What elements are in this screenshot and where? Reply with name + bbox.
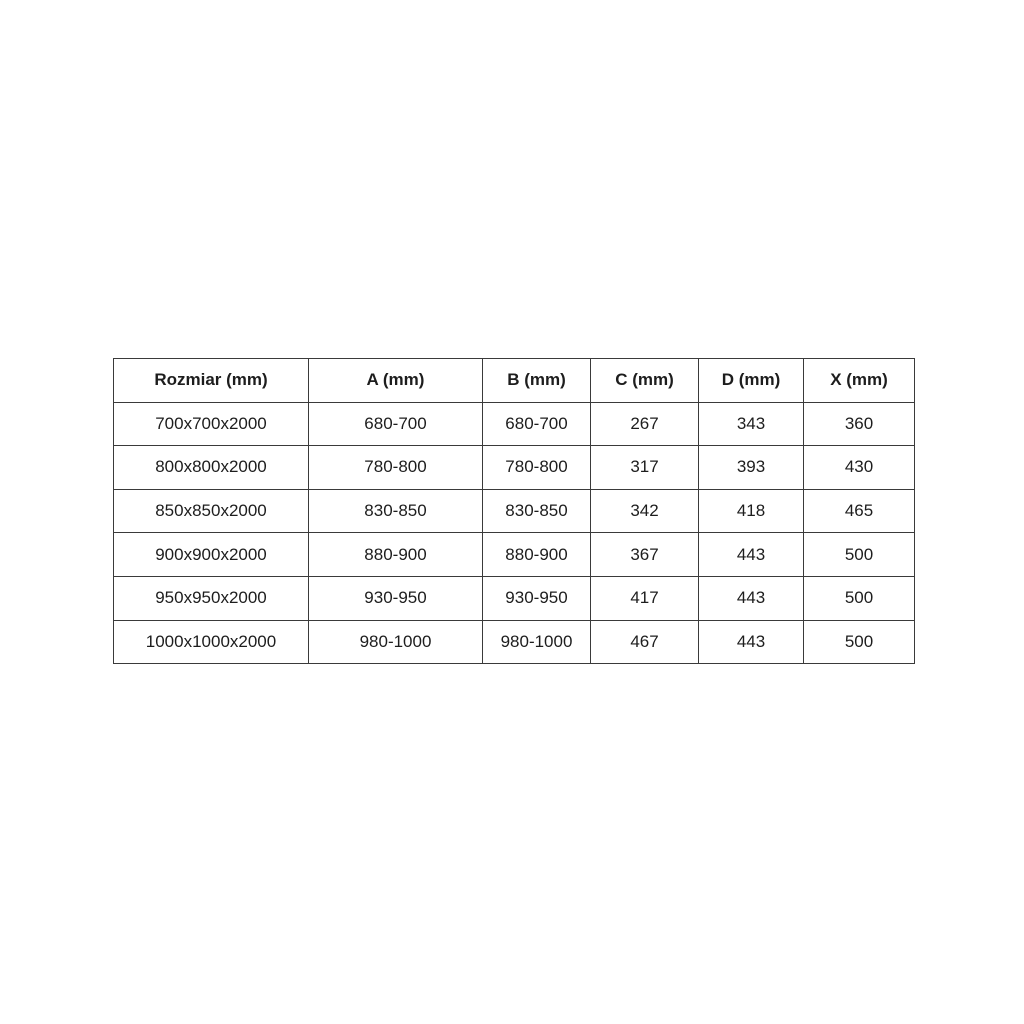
- value-cell: 880-900: [482, 532, 591, 577]
- value-cell: 418: [698, 488, 804, 534]
- value-cell: 417: [590, 575, 699, 621]
- size-cell: 1000x1000x2000: [113, 619, 309, 665]
- value-cell: 443: [698, 619, 804, 665]
- value-cell: 467: [590, 619, 699, 665]
- size-cell: 950x950x2000: [113, 575, 309, 621]
- value-cell: 443: [698, 532, 804, 577]
- size-cell: 800x800x2000: [113, 445, 309, 490]
- value-cell: 443: [698, 575, 804, 621]
- value-cell: 393: [698, 445, 804, 490]
- value-cell: 980-1000: [482, 619, 591, 665]
- value-cell: 267: [590, 401, 699, 447]
- table-row: 850x850x2000 830-850 830-850 342 418 465: [113, 488, 915, 534]
- value-cell: 317: [590, 445, 699, 490]
- value-cell: 980-1000: [308, 619, 483, 665]
- value-cell: 465: [803, 488, 915, 534]
- value-cell: 930-950: [308, 575, 483, 621]
- value-cell: 343: [698, 401, 804, 447]
- value-cell: 680-700: [482, 401, 591, 447]
- dimensions-spec-table: Rozmiar (mm) A (mm) B (mm) C (mm) D (mm) X (m…: [113, 358, 915, 665]
- size-cell: 850x850x2000: [113, 488, 309, 534]
- value-cell: 500: [803, 575, 915, 621]
- value-cell: 342: [590, 488, 699, 534]
- value-cell: 500: [803, 619, 915, 665]
- column-header: B (mm): [482, 358, 591, 403]
- column-header: A (mm): [308, 358, 483, 403]
- column-header: D (mm): [698, 358, 804, 403]
- column-header: Rozmiar (mm): [113, 358, 309, 403]
- table-row: 900x900x2000 880-900 880-900 367 443 500: [113, 532, 915, 577]
- size-cell: 700x700x2000: [113, 401, 309, 447]
- value-cell: 430: [803, 445, 915, 490]
- value-cell: 930-950: [482, 575, 591, 621]
- value-cell: 830-850: [482, 488, 591, 534]
- value-cell: 680-700: [308, 401, 483, 447]
- column-header: C (mm): [590, 358, 699, 403]
- value-cell: 830-850: [308, 488, 483, 534]
- table-row: 1000x1000x2000 980-1000 980-1000 467 443 500: [113, 619, 915, 665]
- value-cell: 367: [590, 532, 699, 577]
- table-row: 950x950x2000 930-950 930-950 417 443 500: [113, 575, 915, 621]
- table-row: 700x700x2000 680-700 680-700 267 343 360: [113, 401, 915, 447]
- column-header: X (mm): [803, 358, 915, 403]
- header-row: Rozmiar (mm) A (mm) B (mm) C (mm) D (mm) X (m…: [113, 358, 915, 403]
- table-row: 800x800x2000 780-800 780-800 317 393 430: [113, 445, 915, 490]
- size-cell: 900x900x2000: [113, 532, 309, 577]
- value-cell: 360: [803, 401, 915, 447]
- value-cell: 780-800: [308, 445, 483, 490]
- value-cell: 500: [803, 532, 915, 577]
- value-cell: 880-900: [308, 532, 483, 577]
- value-cell: 780-800: [482, 445, 591, 490]
